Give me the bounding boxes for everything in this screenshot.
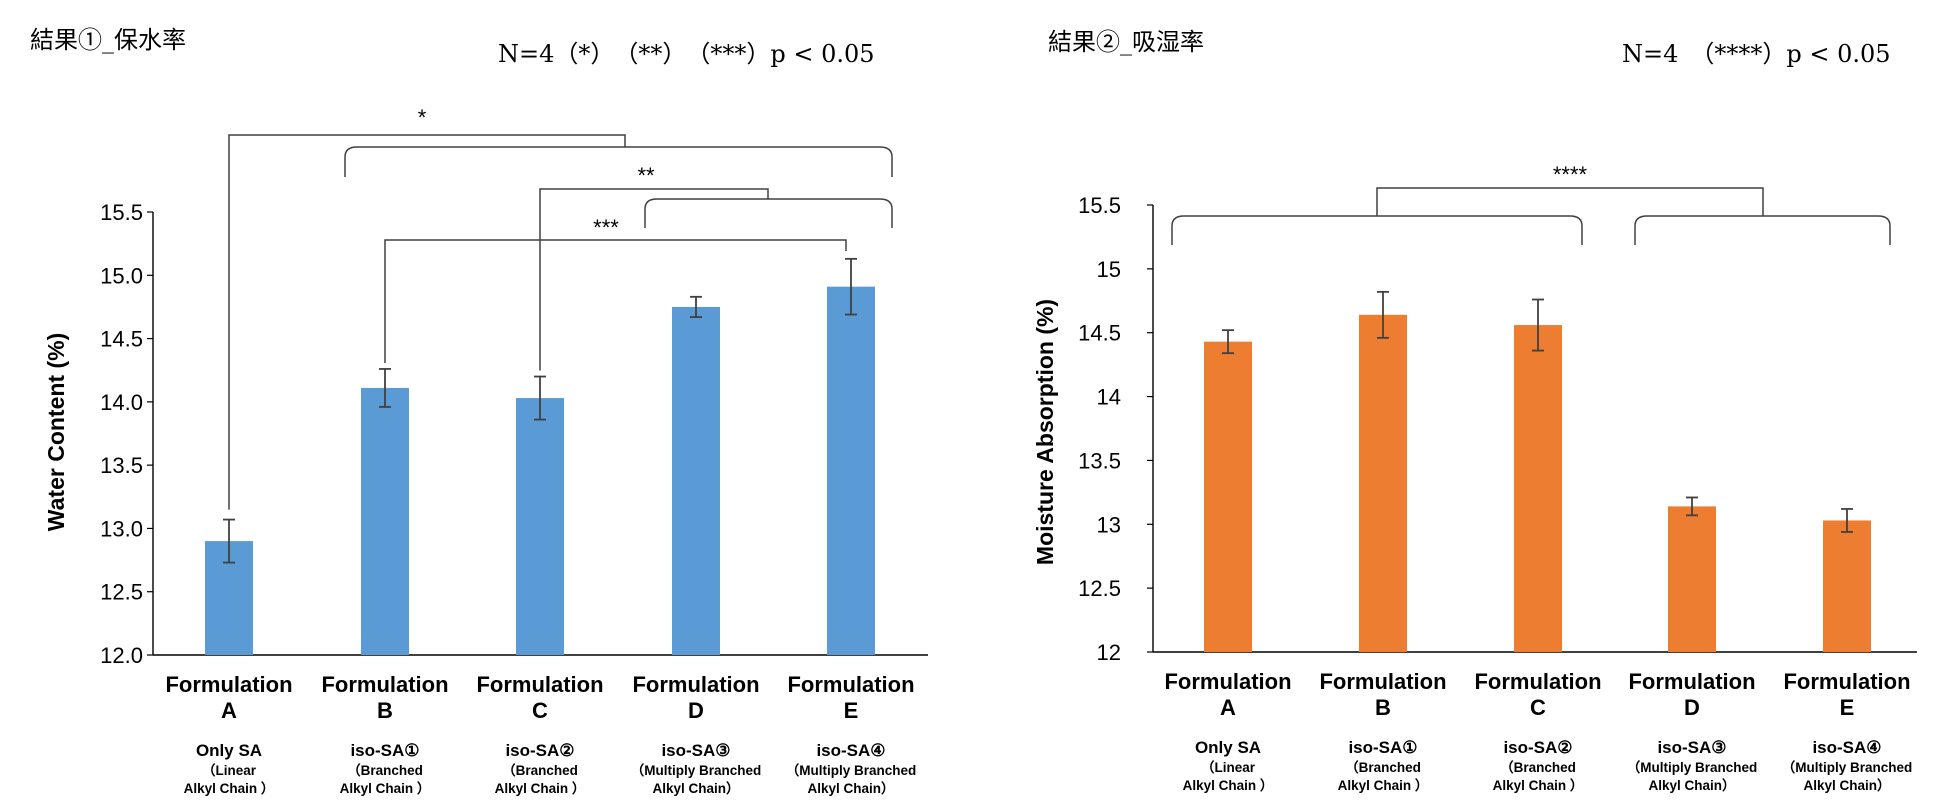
category-label: Formulation	[1783, 669, 1910, 694]
category-description: iso-SA④	[816, 741, 885, 760]
category-description: （Branched	[347, 763, 423, 778]
y-tick-label: 12.0	[100, 643, 143, 668]
category-label: Formulation	[165, 672, 292, 697]
category-label: Formulation	[1319, 669, 1446, 694]
y-tick-label: 15.5	[100, 200, 143, 225]
significance-bracket	[228, 134, 626, 510]
y-tick-label: 14.0	[100, 390, 143, 415]
category-label: Formulation	[632, 672, 759, 697]
category-description: Alkyl Chain）	[807, 781, 894, 796]
y-tick-label: 15	[1097, 257, 1121, 282]
category-description: Only SA	[196, 741, 262, 760]
category-label: C	[1530, 695, 1546, 720]
category-description: （Multiply Branched	[631, 763, 762, 778]
significance-bracket	[1376, 187, 1764, 216]
right-significance-note: N=4 （****）p < 0.05	[1622, 40, 1891, 68]
significance-bracket	[384, 239, 847, 363]
y-tick-label: 14	[1097, 385, 1121, 410]
category-label: E	[844, 698, 859, 723]
category-label: Formulation	[1628, 669, 1755, 694]
category-description: Alkyl Chain ）	[1183, 778, 1274, 793]
y-axis-label: Moisture Absorption (%)	[1032, 299, 1058, 565]
category-description: iso-SA②	[505, 741, 574, 760]
category-description: （Branched	[502, 763, 578, 778]
bar	[1204, 341, 1252, 652]
category-label: Formulation	[787, 672, 914, 697]
bar	[1514, 325, 1562, 652]
y-tick-label: 15.5	[1078, 193, 1121, 218]
category-description: Alkyl Chain）	[652, 781, 739, 796]
y-tick-label: 13.5	[100, 453, 143, 478]
category-description: （Multiply Branched	[1627, 760, 1758, 775]
y-tick-label: 12.5	[1078, 576, 1121, 601]
category-description: iso-SA③	[661, 741, 730, 760]
category-label: Formulation	[321, 672, 448, 697]
category-label: Formulation	[476, 672, 603, 697]
category-label: Formulation	[1474, 669, 1601, 694]
y-tick-label: 12	[1097, 640, 1121, 665]
category-label: Formulation	[1164, 669, 1291, 694]
significance-bracket	[344, 146, 893, 177]
y-tick-label: 14.5	[1078, 321, 1121, 346]
category-label: D	[688, 698, 704, 723]
category-description: Alkyl Chain）	[1648, 778, 1735, 793]
bar	[1668, 506, 1716, 652]
y-tick-label: 12.5	[100, 580, 143, 605]
category-description: （Branched	[1500, 760, 1576, 775]
y-axis-label: Water Content (%)	[43, 333, 69, 531]
y-tick-label: 13.5	[1078, 448, 1121, 473]
significance-bracket	[644, 198, 893, 228]
y-tick-label: 15.0	[100, 263, 143, 288]
significance-label: *	[418, 105, 427, 130]
significance-bracket	[1171, 215, 1583, 245]
category-description: Alkyl Chain ）	[1338, 778, 1429, 793]
category-label: C	[532, 698, 548, 723]
y-tick-label: 13.0	[100, 516, 143, 541]
left-heading: 結果①_保水率	[30, 26, 186, 54]
water-content-chart: 12.0 12.5 13.0 13.5 14.0 14.5 15.0 15.5 Water Co…	[43, 105, 928, 796]
category-description: Only SA	[1195, 738, 1261, 757]
bar	[827, 286, 875, 655]
category-description: （Branched	[1345, 760, 1421, 775]
bar	[1823, 520, 1871, 652]
category-label: E	[1840, 695, 1855, 720]
category-description: iso-SA④	[1812, 738, 1881, 757]
category-description: iso-SA②	[1503, 738, 1572, 757]
category-label: B	[1375, 695, 1391, 720]
category-description: （Multiply Branched	[786, 763, 917, 778]
category-description: （Multiply Branched	[1782, 760, 1913, 775]
significance-label: ***	[593, 215, 619, 240]
category-label: B	[377, 698, 393, 723]
category-description: Alkyl Chain ）	[495, 781, 586, 796]
category-description: Alkyl Chain）	[1803, 778, 1890, 793]
bar	[516, 398, 564, 655]
significance-label: **	[637, 163, 655, 188]
category-label: A	[221, 698, 237, 723]
category-label: A	[1220, 695, 1236, 720]
category-description: （Linear	[202, 763, 257, 778]
category-description: Alkyl Chain ）	[1493, 778, 1584, 793]
moisture-absorption-chart: 12 12.5 13 13.5 14 14.5 15 15.5 Moisture Absorpt…	[1032, 162, 1917, 793]
right-heading: 結果②_吸湿率	[1048, 28, 1204, 56]
y-tick-label: 14.5	[100, 327, 143, 352]
category-description: （Linear	[1201, 760, 1256, 775]
significance-bracket	[539, 188, 769, 371]
significance-label: ****	[1553, 162, 1588, 187]
bar	[361, 387, 409, 655]
category-description: Alkyl Chain ）	[340, 781, 431, 796]
category-description: iso-SA③	[1657, 738, 1726, 757]
category-description: iso-SA①	[1348, 738, 1417, 757]
left-significance-note: N=4（*） （**） （***）p < 0.05	[498, 40, 875, 68]
bar	[1359, 314, 1407, 652]
y-tick-label: 13	[1097, 512, 1121, 537]
significance-bracket	[1634, 215, 1891, 245]
category-description: iso-SA①	[350, 741, 419, 760]
category-description: Alkyl Chain ）	[184, 781, 275, 796]
bar	[672, 306, 720, 655]
category-label: D	[1684, 695, 1700, 720]
